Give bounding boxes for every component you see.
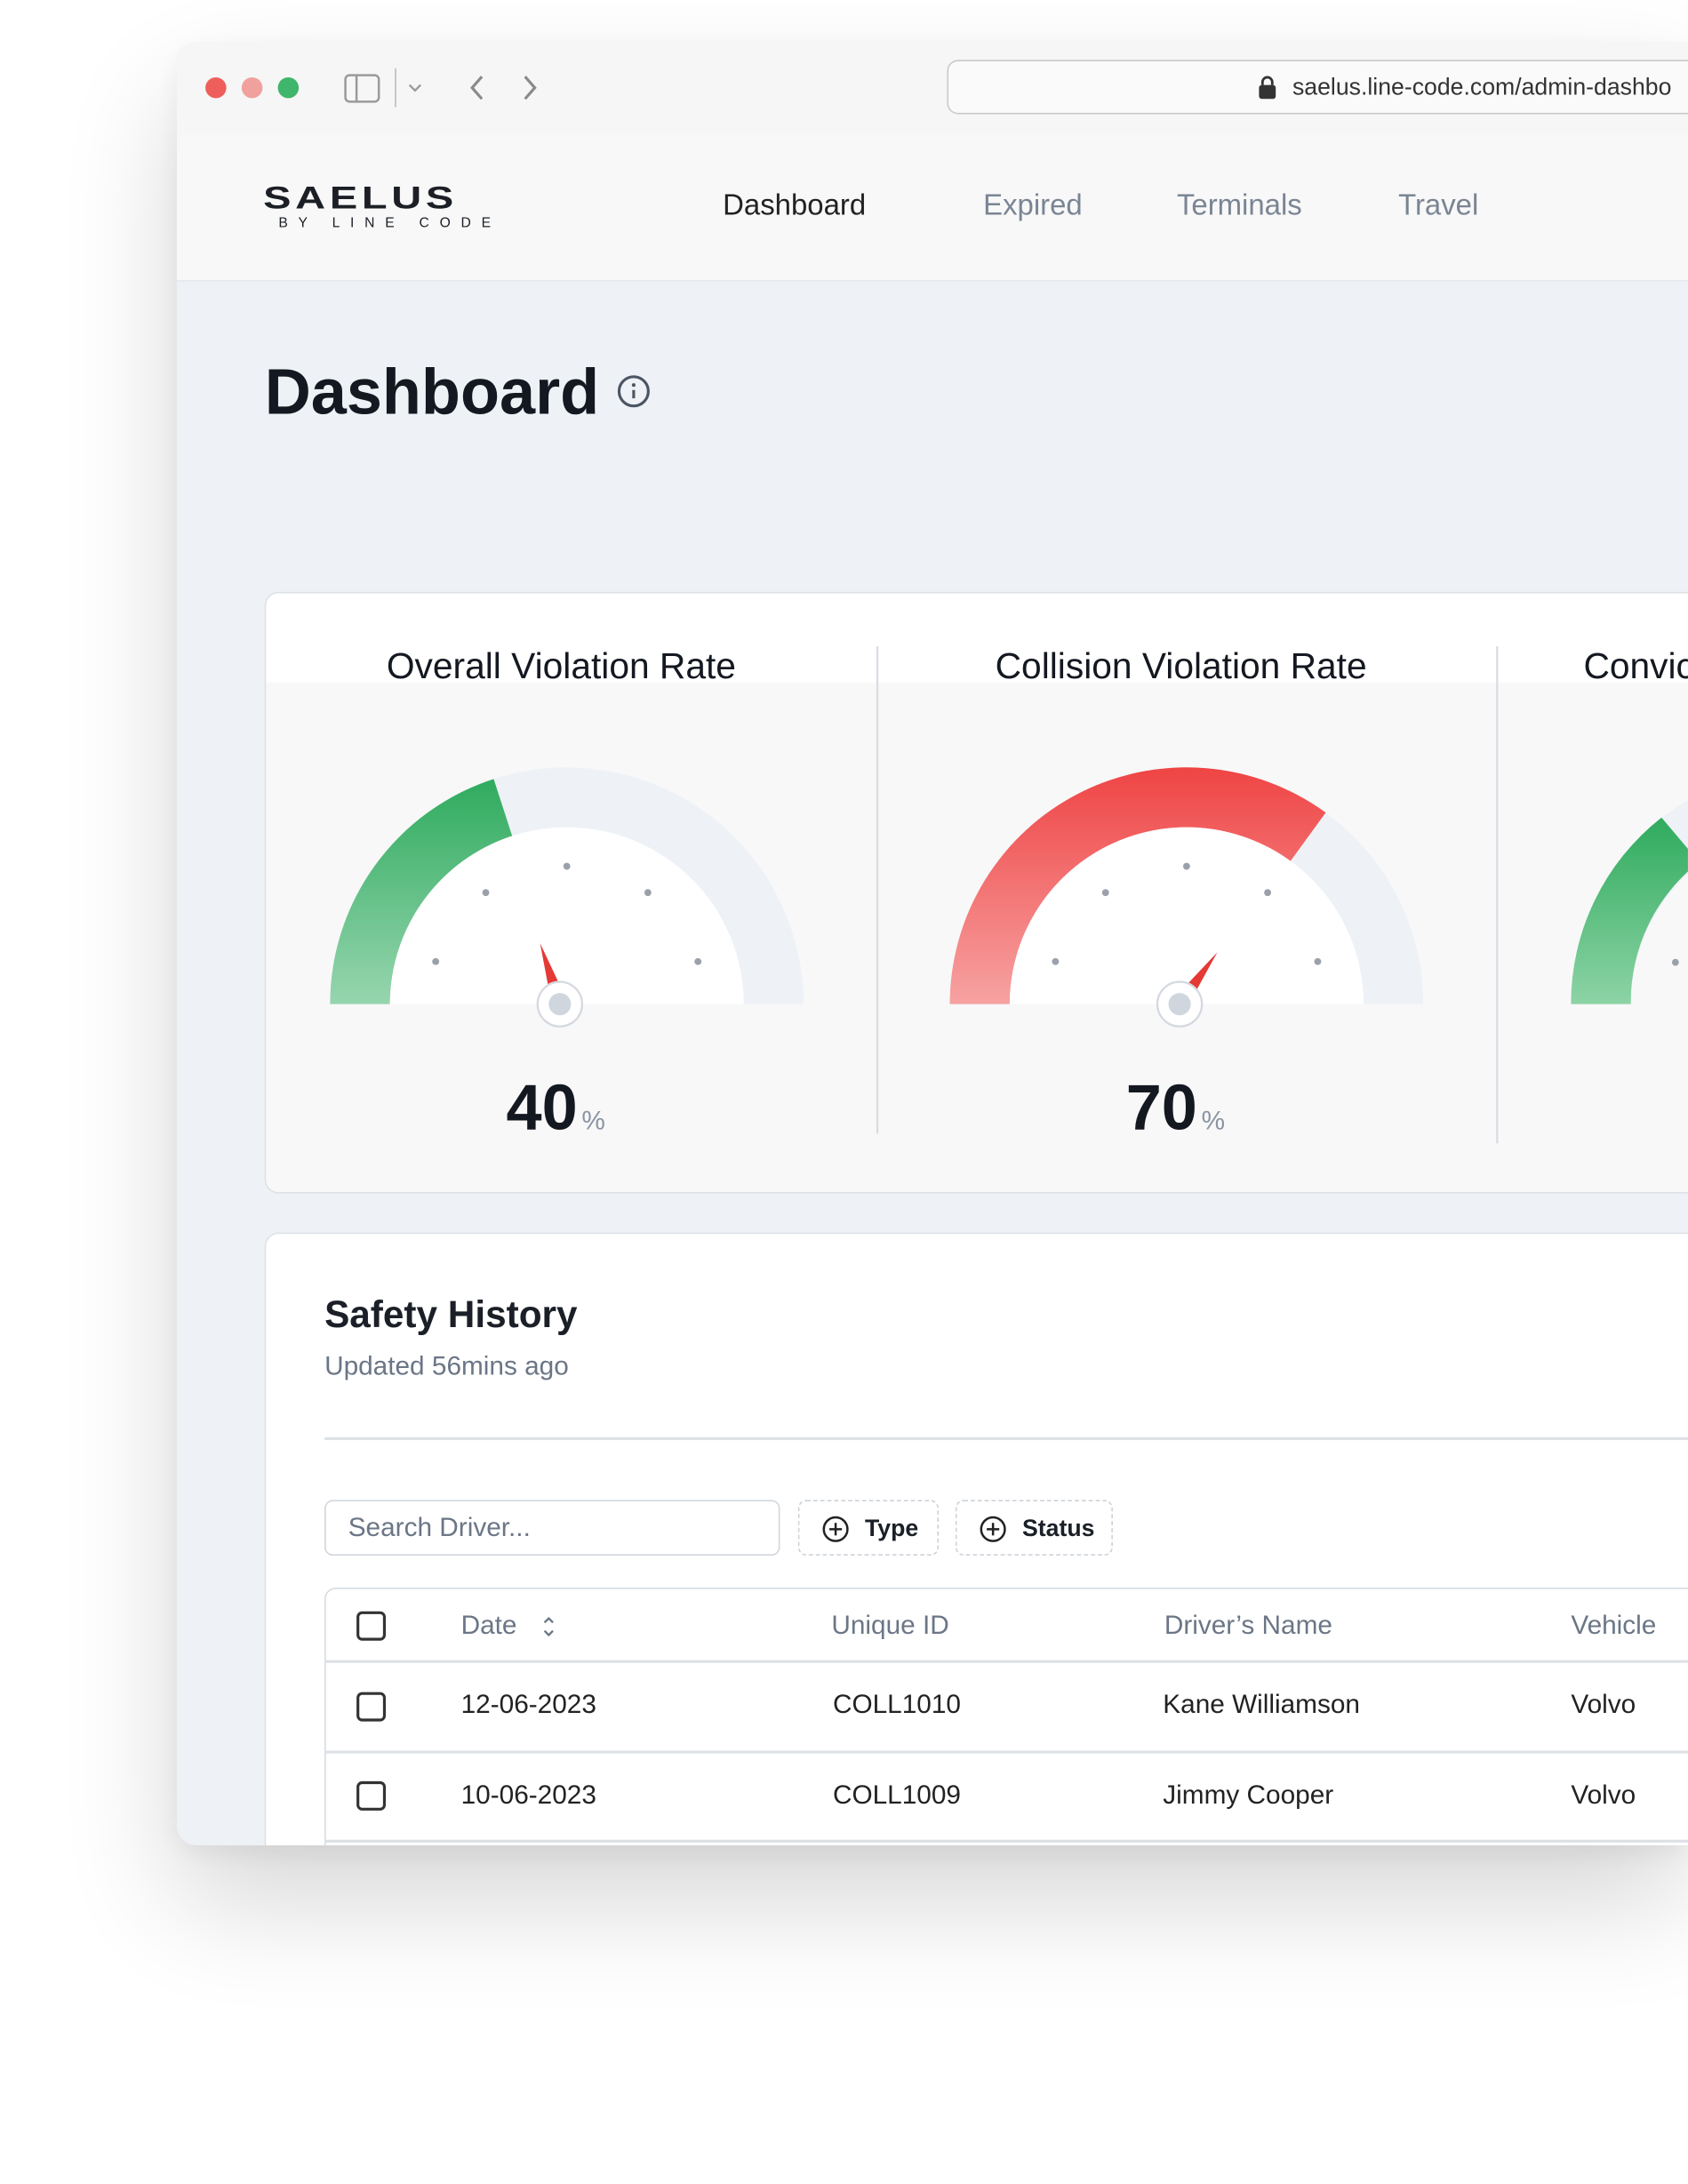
gauge-dot xyxy=(1182,862,1190,870)
search-input[interactable] xyxy=(324,1500,780,1556)
gauge-arc xyxy=(330,779,513,1004)
logo-tagline: BY LINE CODE xyxy=(278,215,501,232)
nav-item[interactable]: Terminals xyxy=(1176,189,1302,222)
column-header: Vehicle xyxy=(1571,1611,1657,1641)
gauge-hub-inner xyxy=(548,993,572,1016)
cell: Volvo xyxy=(1571,1780,1636,1811)
url-text: saelus.line-code.com/admin-dashbo xyxy=(1292,74,1672,100)
info-icon[interactable] xyxy=(616,373,652,410)
gauge-value: 40 xyxy=(506,1073,577,1144)
gauge-needle xyxy=(1188,952,1218,990)
gauge-title: Collision Violation Rate xyxy=(996,645,1367,686)
gauge-value: 70 xyxy=(1126,1073,1197,1144)
gauge-dot xyxy=(482,889,490,897)
column-header[interactable]: Date xyxy=(460,1611,517,1641)
browser-window: saelus.line-code.com/admin-dashbo SAELUS… xyxy=(176,42,1688,1846)
gauge-unit: % xyxy=(1202,1107,1225,1136)
sidebar-icon[interactable] xyxy=(344,74,380,103)
plus-icon xyxy=(822,1516,849,1542)
filter-button[interactable] xyxy=(955,1500,1113,1556)
gauge-title: Overall Violation Rate xyxy=(387,645,736,686)
minimize-button[interactable] xyxy=(241,76,263,99)
filter-button[interactable] xyxy=(797,1500,940,1556)
filter-label: Status xyxy=(1022,1515,1095,1542)
gauge-card: Convic Overall Violation Rate 40% Collisio… xyxy=(264,591,1688,1194)
forward-button[interactable] xyxy=(524,76,537,100)
gauge-arc-partial xyxy=(1571,817,1688,1004)
back-button[interactable] xyxy=(470,76,484,100)
search-placeholder: Search Driver... xyxy=(348,1514,531,1544)
checkbox[interactable] xyxy=(356,1780,387,1811)
plus-icon xyxy=(980,1516,1006,1542)
gauge-value-label: 40% xyxy=(506,1073,604,1144)
nav-bar xyxy=(176,134,1688,282)
row-divider xyxy=(324,1750,1688,1753)
divider xyxy=(324,1436,1688,1440)
cell: Jimmy Cooper xyxy=(1163,1780,1334,1811)
title-band xyxy=(266,593,1688,683)
logo[interactable]: SAELUS xyxy=(263,181,458,216)
cell: 12-06-2023 xyxy=(460,1691,596,1720)
gauge-title: Convic xyxy=(1583,645,1688,686)
nav-item[interactable]: Dashboard xyxy=(723,189,867,222)
gauge-dot xyxy=(1671,958,1679,966)
checkbox[interactable] xyxy=(356,1611,387,1641)
gauge-arc xyxy=(949,767,1326,1004)
row-divider xyxy=(324,1660,1688,1662)
cell: Volvo xyxy=(1571,1691,1636,1720)
gauge-dot xyxy=(1314,957,1322,965)
row-divider xyxy=(324,1839,1688,1843)
filter-label: Type xyxy=(864,1515,919,1542)
zoom-button[interactable] xyxy=(277,76,300,99)
gauge-hub-inner xyxy=(1168,993,1191,1016)
gauge-value-label: 70% xyxy=(1126,1073,1225,1144)
nav-item[interactable]: Expired xyxy=(983,189,1083,222)
gauge-dot xyxy=(644,889,652,897)
gauge-face xyxy=(389,827,744,1004)
window-controls xyxy=(205,68,537,108)
cell: COLL1009 xyxy=(832,1780,961,1811)
gauge-needle xyxy=(540,943,559,986)
table xyxy=(324,1588,1688,1846)
cell: COLL1010 xyxy=(832,1691,961,1720)
gauge-unit: % xyxy=(581,1107,604,1136)
gauge-dot xyxy=(563,862,571,870)
close-button[interactable] xyxy=(205,76,227,99)
gauge-dot xyxy=(1264,889,1272,897)
window-content: saelus.line-code.com/admin-dashbo SAELUS… xyxy=(176,42,1688,1846)
checkbox[interactable] xyxy=(356,1692,387,1722)
section-subtitle: Updated 56mins ago xyxy=(324,1352,569,1382)
section-title: Safety History xyxy=(324,1293,578,1336)
chevron-down[interactable] xyxy=(408,84,422,92)
column-header: Unique ID xyxy=(831,1611,949,1641)
gauge-face xyxy=(1009,827,1364,1004)
url-bar[interactable] xyxy=(947,60,1688,115)
column-header: Driver’s Name xyxy=(1164,1611,1332,1641)
gauges: Convic Overall Violation Rate 40 % Collisio… xyxy=(266,593,1688,1144)
gauge-dot xyxy=(1101,889,1109,897)
gauge-dot xyxy=(694,957,702,965)
nav-item[interactable]: Travel xyxy=(1398,189,1479,222)
sort-icon[interactable] xyxy=(540,1614,557,1639)
gauge-dot xyxy=(1052,957,1060,965)
cell: Kane Williamson xyxy=(1163,1691,1360,1720)
cell: 10-06-2023 xyxy=(460,1780,596,1811)
lock-icon xyxy=(1259,76,1276,100)
page-title: Dashboard xyxy=(264,355,600,428)
gauge-dot xyxy=(432,957,440,965)
